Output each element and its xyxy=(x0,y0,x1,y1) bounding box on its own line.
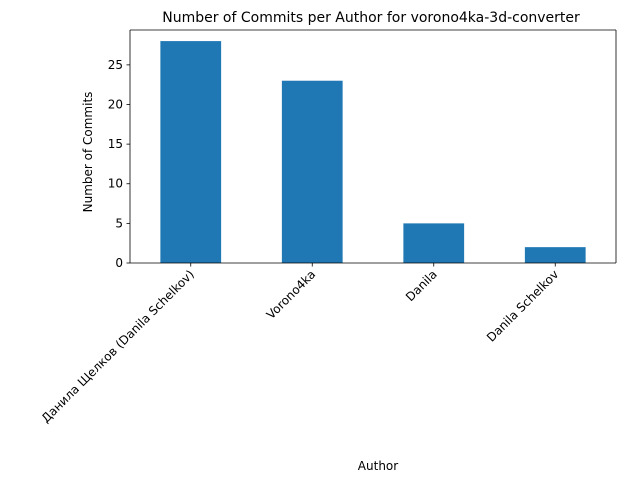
x-tick-label-0: Данила Щелков (Danila Schelkov) xyxy=(39,267,197,425)
x-tick-label-3: Danila Schelkov xyxy=(484,267,561,344)
x-axis: Данила Щелков (Danila Schelkov) Vorono4ka… xyxy=(39,263,561,425)
bars-group xyxy=(160,41,586,263)
y-tick-label-2: 10 xyxy=(108,177,123,191)
chart-title: Number of Commits per Author for vorono4… xyxy=(162,10,580,26)
y-axis: 0 5 10 15 20 25 xyxy=(108,29,617,270)
bar-1 xyxy=(281,80,343,263)
bar-0 xyxy=(160,41,222,263)
y-tick-label-0: 0 xyxy=(115,256,123,270)
y-tick-label-3: 15 xyxy=(108,137,123,151)
y-axis-label: Number of Commits xyxy=(81,92,95,213)
bar-3 xyxy=(524,247,586,263)
y-tick-label-5: 25 xyxy=(108,58,123,72)
bar-2 xyxy=(403,223,465,263)
y-tick-label-4: 20 xyxy=(108,97,123,111)
x-tick-label-2: Danila xyxy=(403,267,440,304)
x-tick-label-1: Vorono4ka xyxy=(264,267,319,322)
y-tick-label-1: 5 xyxy=(115,216,123,230)
x-axis-label: Author xyxy=(358,459,398,473)
